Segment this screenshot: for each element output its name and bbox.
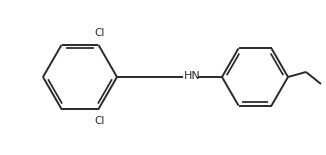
Text: HN: HN <box>184 71 201 81</box>
Text: Cl: Cl <box>94 28 105 38</box>
Text: Cl: Cl <box>94 116 105 126</box>
